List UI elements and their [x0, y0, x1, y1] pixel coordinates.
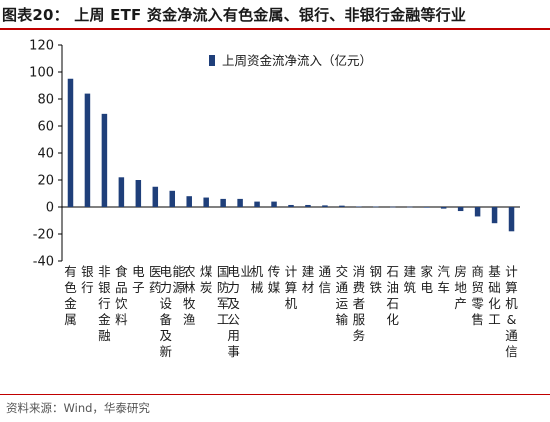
- bar: [423, 207, 430, 208]
- bar: [288, 204, 294, 207]
- bar: [186, 196, 192, 207]
- bar: [135, 180, 142, 207]
- bar: [373, 206, 379, 208]
- footer-rule: [0, 394, 550, 395]
- x-tick-label: 医药: [149, 264, 162, 295]
- bar: [271, 201, 277, 207]
- bar: [254, 201, 260, 207]
- title-bar: 图表20： 上周 ETF 资金净流入有色金属、银行、非银行金融等行业: [0, 0, 550, 30]
- x-tick-label: 银行: [81, 264, 94, 295]
- bar: [152, 186, 159, 207]
- x-tick-label: 电力及公用事业: [227, 264, 253, 359]
- y-tick-label: -20: [33, 228, 54, 243]
- bar: [339, 205, 345, 207]
- bar: [508, 207, 515, 232]
- bar: [84, 93, 91, 207]
- y-tick-label: 80: [37, 93, 54, 108]
- x-tick-label: 房地产: [454, 264, 467, 311]
- x-tick-label: 传媒: [268, 264, 281, 295]
- x-tick-label: 消费者服务: [353, 264, 366, 343]
- y-tick-label: 20: [37, 174, 54, 189]
- bar: [203, 197, 209, 207]
- bar: [457, 207, 464, 212]
- bar: [322, 205, 328, 207]
- bar: [474, 207, 481, 217]
- x-tick-label: 计算机: [285, 264, 298, 311]
- bar: [237, 198, 243, 207]
- bar: [67, 78, 74, 207]
- x-tick-label: 机械: [251, 264, 264, 295]
- x-tick-label: 食品饮料: [115, 264, 128, 327]
- x-tick-label: 计算机&通信: [505, 264, 518, 359]
- bar: [220, 198, 226, 207]
- x-tick-label: 交通运输: [336, 264, 349, 327]
- y-tick-label: 100: [29, 66, 54, 81]
- bar: [169, 190, 176, 207]
- x-tick-label: 汽车: [437, 264, 450, 295]
- x-tick-label: 煤炭: [200, 264, 213, 295]
- y-tick-label: 40: [37, 147, 54, 162]
- y-tick-label: 0: [46, 201, 54, 216]
- x-tick-label: 石油石化: [387, 264, 400, 327]
- bar: [406, 206, 413, 208]
- bar: [356, 206, 362, 208]
- bar: [118, 177, 125, 207]
- x-tick-label: 商贸零售: [471, 264, 484, 327]
- x-tick-label: 有色金属: [64, 264, 77, 327]
- x-tick-label: 建筑: [403, 264, 416, 295]
- x-tick-label: 家电: [420, 264, 433, 295]
- bar: [305, 204, 311, 207]
- x-tick-label: 农林牧渔: [183, 264, 196, 327]
- bar-chart: -40 -20 0 20 40 60 80 100 120 有色金属银行非银行金融食品饮料电子医药…: [29, 39, 520, 359]
- source-note: 资料来源：Wind，华泰研究: [6, 401, 150, 415]
- x-tick-label: 国防军工: [217, 264, 230, 327]
- legend-label: 上周资金流净流入（亿元）: [222, 53, 372, 68]
- x-tick-label: 电力设备及新能源: [160, 264, 186, 359]
- y-tick-label: -40: [33, 255, 54, 270]
- chart-title: 图表20： 上周 ETF 资金净流入有色金属、银行、非银行金融等行业: [2, 6, 467, 24]
- y-tick-label: 120: [29, 39, 54, 54]
- x-tick-label: 通信: [319, 264, 332, 295]
- x-tick-label: 电子: [132, 264, 145, 295]
- bar: [101, 113, 108, 207]
- bar: [440, 207, 447, 209]
- bar: [390, 206, 396, 208]
- x-tick-label: 基础化工: [488, 264, 501, 327]
- bar: [491, 207, 498, 224]
- x-tick-label: 钢铁: [370, 264, 383, 295]
- x-tick-label: 非银行金融: [98, 264, 111, 343]
- y-tick-label: 60: [37, 120, 54, 135]
- x-tick-label: 建材: [302, 264, 315, 295]
- legend-swatch: [209, 55, 215, 66]
